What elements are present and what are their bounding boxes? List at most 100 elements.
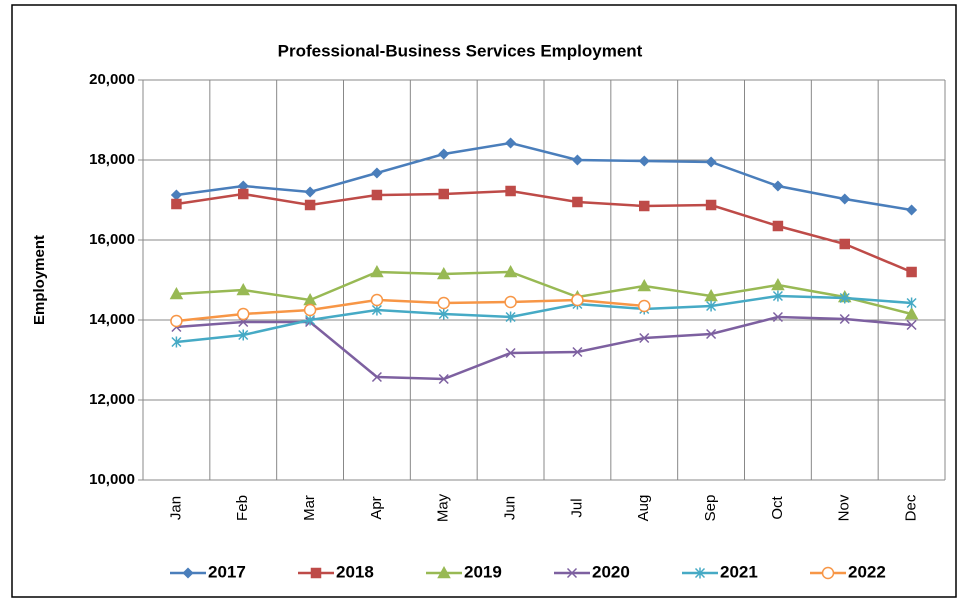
legend-marker — [821, 566, 835, 580]
marker — [839, 238, 850, 250]
marker — [637, 278, 652, 292]
legend-label: 2022 — [848, 562, 886, 581]
marker — [436, 266, 451, 280]
marker — [371, 371, 382, 383]
y-tick-label: 10,000 — [89, 471, 135, 488]
marker — [706, 300, 717, 312]
marker — [638, 299, 651, 313]
marker — [904, 306, 919, 320]
marker — [505, 311, 516, 323]
marker — [438, 308, 449, 320]
marker — [572, 196, 583, 208]
x-tick-label: Jul — [568, 498, 585, 517]
marker — [169, 286, 184, 300]
legend-label: 2020 — [592, 562, 630, 581]
marker — [503, 264, 518, 278]
marker — [906, 297, 917, 309]
series-line — [176, 141, 912, 212]
x-tick-label: Apr — [368, 496, 385, 519]
y-tick-label: 16,000 — [89, 231, 135, 248]
marker — [305, 314, 316, 326]
marker — [772, 180, 784, 192]
x-tick-label: Jun — [502, 496, 519, 520]
legend-label: 2019 — [464, 562, 502, 581]
legend-entry: 2022 — [810, 562, 886, 581]
marker — [505, 137, 517, 149]
marker — [438, 188, 449, 200]
legend-marker — [310, 567, 322, 579]
y-tick-label: 20,000 — [89, 71, 135, 88]
marker — [772, 290, 783, 302]
marker — [906, 266, 917, 278]
y-tick-label: 18,000 — [89, 151, 135, 168]
marker — [371, 304, 382, 316]
marker — [839, 313, 850, 325]
marker — [839, 292, 850, 304]
marker — [370, 293, 384, 307]
x-tick-label: Nov — [836, 494, 853, 521]
legend-marker — [437, 565, 451, 579]
marker — [371, 189, 383, 201]
y-tick-label: 14,000 — [89, 311, 135, 328]
marker — [171, 336, 182, 348]
marker — [772, 311, 783, 323]
marker — [170, 314, 183, 328]
x-tick-label: Feb — [234, 495, 251, 521]
marker — [237, 307, 250, 321]
legend-marker — [182, 567, 194, 579]
marker — [771, 277, 785, 291]
x-tick-label: Dec — [903, 494, 920, 521]
x-tick-label: Jan — [167, 496, 184, 520]
marker — [505, 185, 516, 197]
x-tick-label: Oct — [769, 496, 786, 520]
marker — [438, 373, 449, 385]
marker — [639, 200, 650, 212]
marker — [639, 332, 650, 344]
x-tick-label: Aug — [635, 495, 652, 522]
marker — [906, 204, 918, 216]
marker — [571, 293, 584, 307]
marker — [504, 295, 517, 309]
marker — [238, 329, 249, 341]
marker — [171, 198, 182, 210]
x-tick-label: May — [435, 493, 452, 522]
marker — [706, 328, 717, 340]
marker — [705, 199, 717, 211]
marker — [638, 155, 650, 167]
y-axis-label: Employment — [31, 235, 48, 325]
marker — [236, 282, 251, 296]
marker — [772, 220, 784, 232]
marker — [437, 296, 450, 310]
series-line — [176, 298, 645, 323]
series-line — [176, 270, 912, 316]
legend-entry: 2020 — [554, 562, 630, 581]
series-line — [176, 294, 912, 344]
legend-marker — [566, 567, 578, 579]
chart-title: Professional-Business Services Employmen… — [278, 41, 643, 60]
marker — [572, 346, 583, 358]
marker — [304, 186, 316, 198]
legend-entry: 2018 — [298, 562, 374, 581]
legend-label: 2018 — [336, 562, 374, 581]
marker — [906, 319, 917, 331]
legend-entry: 2019 — [426, 562, 502, 581]
y-tick-label: 12,000 — [89, 391, 135, 408]
marker — [370, 264, 384, 278]
marker — [839, 193, 851, 205]
legend-entry: 2021 — [682, 562, 758, 581]
marker — [571, 154, 583, 166]
marker — [238, 188, 249, 200]
legend-label: 2021 — [720, 562, 758, 581]
marker — [438, 148, 450, 160]
x-tick-label: Mar — [301, 495, 318, 521]
chart-border — [11, 4, 957, 598]
x-tick-label: Sep — [702, 495, 719, 522]
legend-label: 2017 — [208, 562, 246, 581]
series-line — [176, 189, 913, 274]
marker — [303, 303, 317, 317]
marker — [705, 156, 717, 168]
legend-entry: 2017 — [170, 562, 246, 581]
marker — [371, 167, 383, 179]
